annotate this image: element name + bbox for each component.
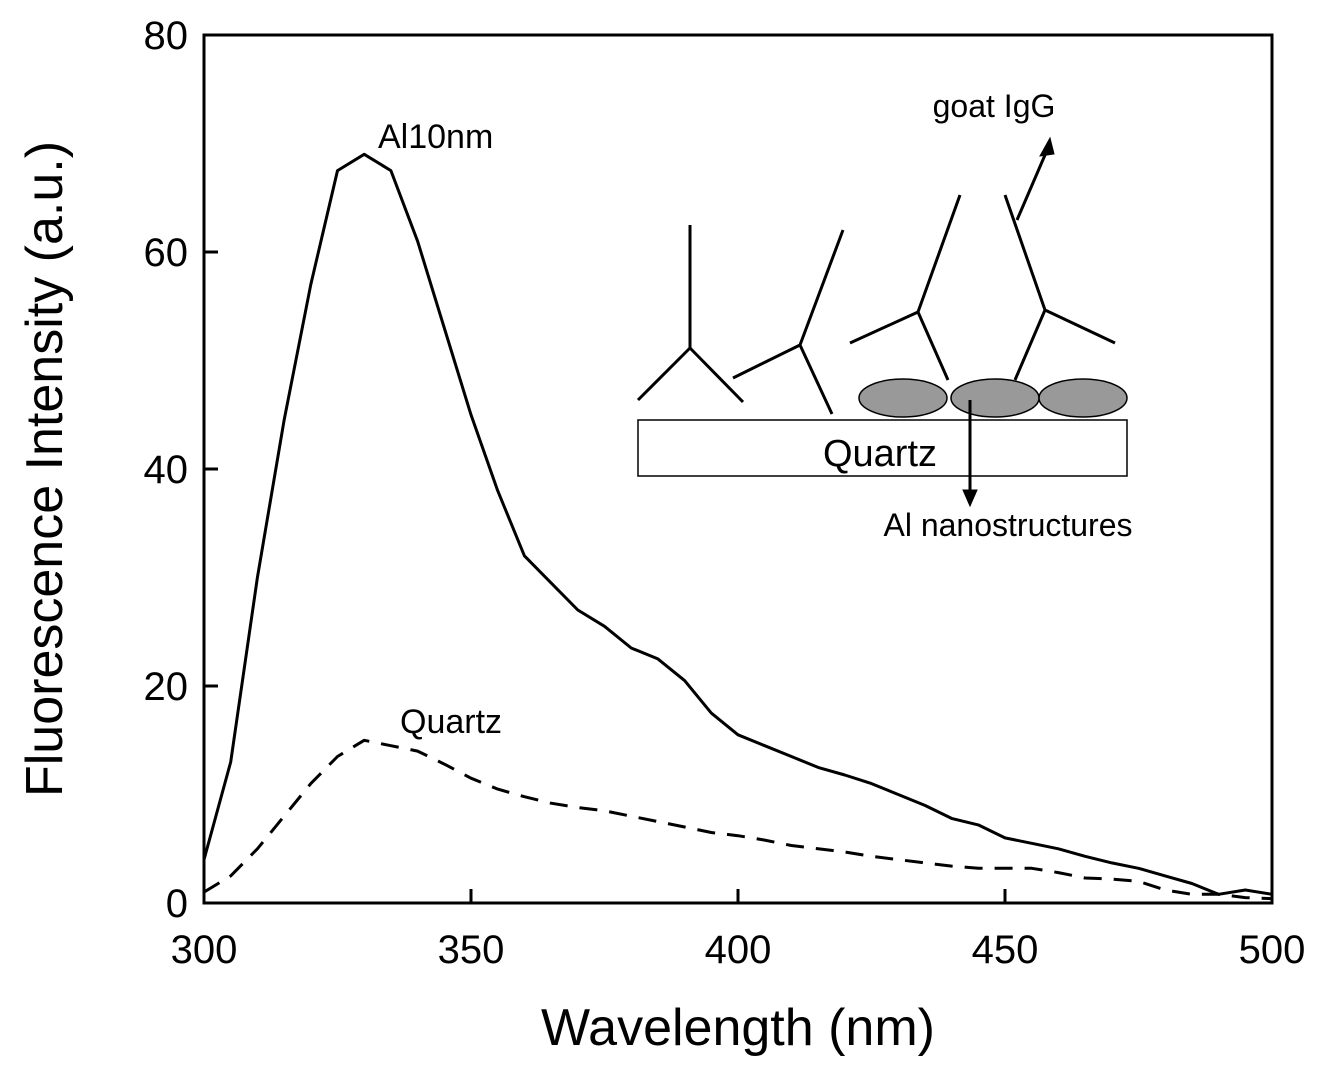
antibody (849, 194, 962, 381)
y-tick-label: 0 (166, 882, 188, 926)
antibody (636, 225, 745, 404)
data-line (203, 738, 1273, 901)
plot-frame (202, 33, 1274, 905)
x-axis-title: Wavelength (nm) (541, 999, 935, 1057)
y-tick-label: 20 (144, 665, 189, 709)
particle (1038, 378, 1128, 418)
y-tick-label: 60 (144, 231, 189, 275)
x-tick-label: 450 (972, 928, 1039, 972)
inset-label: Al nanostructures (883, 507, 1132, 543)
particle (858, 378, 948, 418)
y-tick-label: 80 (144, 14, 189, 58)
y-axis-title: Fluorescence Intensity (a.u.) (16, 141, 74, 797)
antibody (732, 229, 845, 415)
arrow (1015, 147, 1050, 221)
antibody (1003, 194, 1116, 381)
arrowhead (1039, 136, 1055, 157)
arrowhead (962, 489, 978, 508)
series-label: Quartz (400, 703, 502, 741)
x-tick-label: 300 (171, 928, 238, 972)
substrate (637, 419, 1128, 477)
particle (950, 378, 1040, 418)
x-tick-label: 500 (1239, 928, 1306, 972)
series-label: Al10nm (378, 118, 493, 156)
inset-label: goat IgG (933, 88, 1056, 124)
x-tick-label: 400 (705, 928, 772, 972)
y-tick-label: 40 (144, 448, 189, 492)
x-tick-label: 350 (438, 928, 505, 972)
inset-diagram (636, 136, 1128, 508)
inset-label: Quartz (823, 433, 937, 475)
data-line (202, 152, 1273, 896)
